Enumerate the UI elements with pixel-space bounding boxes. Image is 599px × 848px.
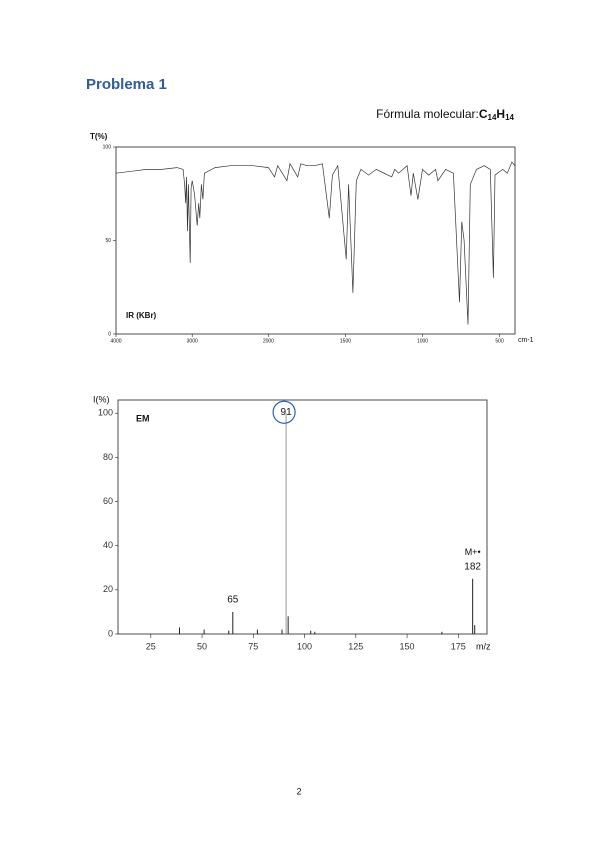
y-axis-label: I(%): [93, 394, 110, 404]
x-tick-label: 4000: [110, 338, 121, 344]
y-tick-label: 100: [103, 144, 112, 150]
y-tick-label: 100: [98, 408, 113, 418]
annotation: EM: [136, 413, 150, 423]
peak-label: 182: [464, 561, 481, 572]
x-tick-label: 50: [197, 641, 207, 651]
y-axis-label: T(%): [90, 132, 108, 141]
x-tick-label: 2000: [263, 338, 274, 344]
peak-label: 65: [227, 595, 239, 606]
y-tick-label: 0: [108, 628, 113, 638]
annotation: IR (KBr): [126, 311, 157, 320]
formula-subscript: 14: [505, 113, 514, 122]
x-tick-label: 1000: [417, 338, 428, 344]
x-tick-label: 3000: [187, 338, 198, 344]
title: Problema 1: [86, 76, 167, 93]
y-tick-label: 50: [105, 238, 111, 244]
formula-subscript: 14: [488, 113, 497, 122]
y-tick-label: 60: [103, 496, 113, 506]
plot-frame: [115, 146, 516, 335]
x-tick-label: 500: [495, 338, 504, 344]
formula: Fórmula molecular:C14H14: [376, 107, 514, 122]
y-tick-label: 80: [103, 452, 113, 462]
x-tick-label: 175: [451, 641, 466, 651]
y-tick-label: 0: [108, 331, 111, 337]
page-number: 2: [296, 786, 301, 796]
formula-element: H: [496, 107, 505, 121]
x-tick-label: 100: [297, 641, 312, 651]
y-tick-label: 40: [103, 540, 113, 550]
formula-label: Fórmula molecular:: [376, 107, 479, 121]
x-tick-label: 1500: [340, 338, 351, 344]
formula-element: C: [479, 107, 488, 121]
y-tick-label: 20: [103, 584, 113, 594]
x-axis-label: m/z: [476, 641, 491, 651]
x-tick-label: 150: [400, 641, 415, 651]
x-tick-label: 125: [348, 641, 363, 651]
peak-label-circle: [272, 400, 296, 424]
molecular-ion-label: M+•: [465, 547, 481, 557]
x-axis-label: cm-1: [518, 337, 534, 344]
x-tick-label: 25: [146, 641, 156, 651]
x-tick-label: 75: [248, 641, 258, 651]
spectrum-line: [115, 161, 516, 325]
plot-frame: [117, 399, 488, 635]
peak-label: 91: [281, 407, 293, 418]
